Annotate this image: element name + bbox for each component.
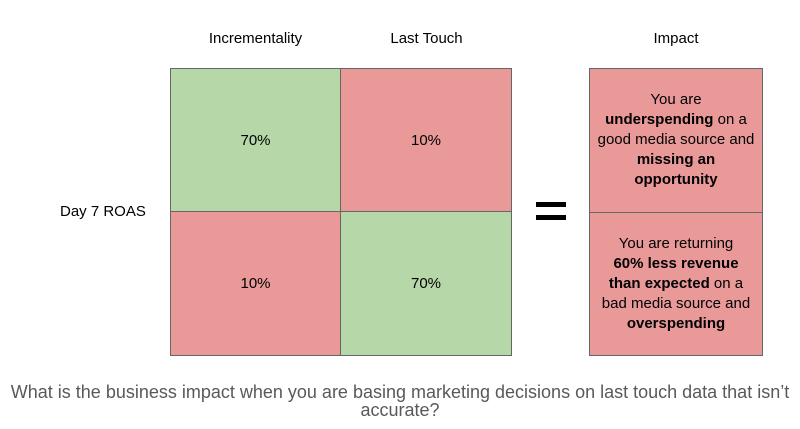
matrix-value: 70%	[240, 131, 271, 149]
impact-bold-text: 60% less revenue than expected	[608, 254, 739, 292]
impact-text: on a good media source and	[597, 111, 755, 149]
header-impact: Impact	[653, 30, 699, 47]
matrix-value: 10%	[410, 131, 442, 149]
equals-bar-top	[536, 202, 566, 207]
equals-sign	[536, 202, 566, 222]
row-label-day7-roas: Day 7 ROAS	[60, 203, 146, 220]
impact-text: You are	[650, 91, 702, 109]
impact-cell-overspending: You are returning 60% less revenue than …	[590, 213, 762, 356]
matrix-cell-last-touch-top: 10%	[341, 69, 511, 212]
matrix-cell-incrementality-top: 70%	[171, 69, 341, 212]
impact-bold-text: overspending	[626, 314, 726, 332]
impact-box: You are underspending on a good media so…	[589, 68, 763, 356]
matrix-cell-last-touch-bottom: 70%	[341, 212, 511, 355]
impact-bold-text: underspending	[605, 111, 714, 129]
header-incrementality: Incrementality	[208, 30, 303, 47]
impact-cell-underspending: You are underspending on a good media so…	[590, 69, 762, 213]
matrix-value: 70%	[410, 275, 442, 292]
impact-bold-text: missing an opportunity	[634, 151, 718, 189]
question-caption: What is the business impact when you are…	[10, 382, 790, 420]
header-last-touch: Last Touch	[390, 30, 463, 47]
equals-bar-bottom	[536, 215, 566, 220]
impact-text: on a bad media source and	[601, 274, 751, 312]
impact-text: You are returning	[618, 234, 734, 252]
roas-matrix: 70% 10% 10% 70%	[170, 68, 512, 356]
matrix-value: 10%	[240, 275, 271, 292]
matrix-cell-incrementality-bottom: 10%	[171, 212, 341, 355]
